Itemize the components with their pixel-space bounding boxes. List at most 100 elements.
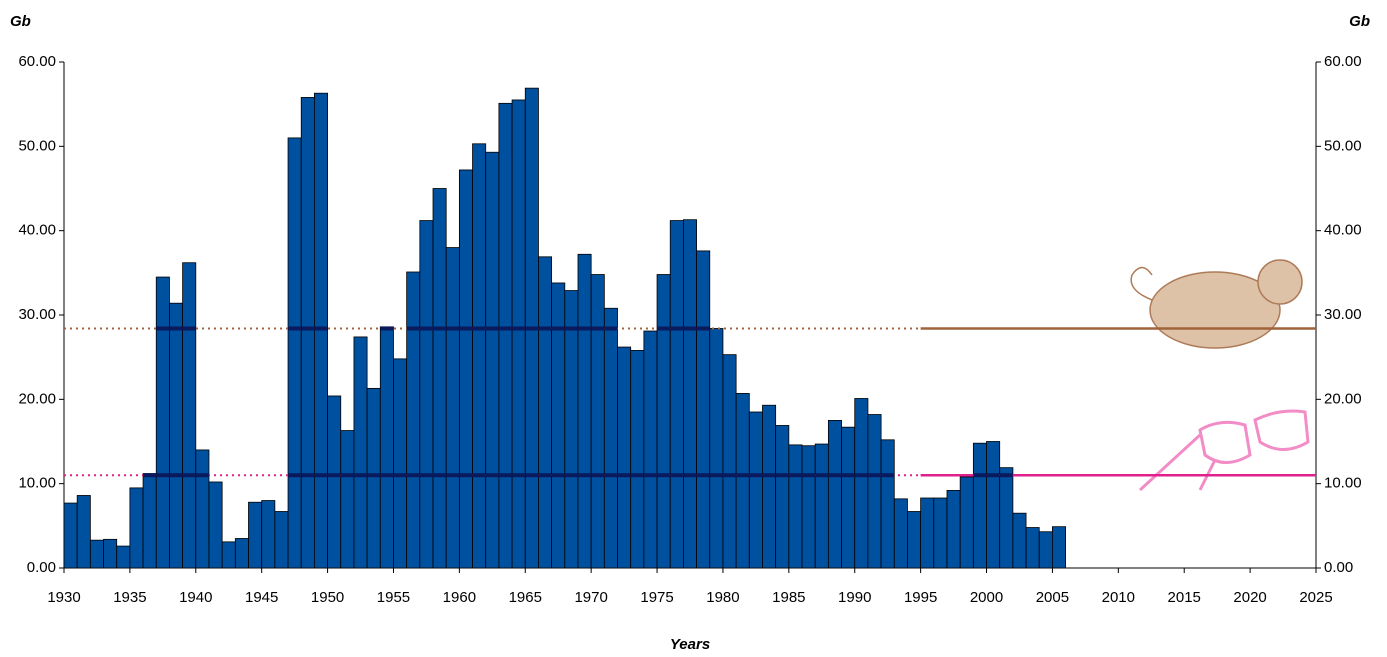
bar	[103, 538, 118, 569]
x-tick-label: 1960	[443, 589, 476, 606]
bar	[195, 449, 210, 569]
bar	[458, 169, 473, 569]
bar	[1052, 526, 1066, 569]
bar	[814, 443, 829, 569]
bar	[946, 490, 961, 569]
bar	[709, 328, 724, 569]
bar	[603, 307, 618, 569]
bar	[76, 495, 91, 569]
bar	[656, 274, 671, 569]
y2-tick-label: 60.00	[1324, 53, 1362, 70]
y2-tick-label: 30.00	[1324, 306, 1362, 323]
bar	[248, 501, 263, 569]
bar	[393, 358, 408, 569]
bar	[538, 256, 553, 569]
x-tick-label: 1945	[245, 589, 278, 606]
bar	[801, 445, 816, 569]
bar	[366, 387, 381, 569]
x-tick-label: 1930	[47, 589, 80, 606]
x-tick-label: 2015	[1168, 589, 1201, 606]
x-tick-label: 2005	[1036, 589, 1069, 606]
x-tick-label: 1980	[706, 589, 739, 606]
y-tick-label: 50.00	[18, 137, 56, 154]
bar	[986, 441, 1001, 569]
bar	[498, 102, 513, 569]
y-tick-label: 20.00	[18, 390, 56, 407]
y2-tick-label: 50.00	[1324, 137, 1362, 154]
bar	[880, 439, 895, 569]
x-axis-title: Years	[670, 636, 710, 653]
x-tick-label: 1975	[640, 589, 673, 606]
bar	[867, 414, 882, 569]
x-tick-label: 2025	[1299, 589, 1332, 606]
bar	[577, 253, 592, 569]
bar	[683, 219, 697, 569]
y2-axis-title: Gb	[1349, 13, 1370, 30]
bar	[551, 282, 566, 569]
y-axis-title: Gb	[10, 13, 31, 30]
x-tick-label: 2010	[1102, 589, 1135, 606]
bar	[893, 498, 908, 569]
bar	[854, 398, 869, 569]
bar	[340, 430, 355, 569]
bar	[155, 276, 170, 569]
bar	[762, 404, 777, 569]
bar	[327, 395, 342, 569]
bar	[999, 467, 1014, 569]
bar	[617, 346, 632, 569]
bar	[419, 220, 434, 569]
bar	[669, 220, 684, 569]
bar	[261, 500, 276, 569]
bar	[735, 393, 750, 569]
x-tick-label: 1940	[179, 589, 212, 606]
bar	[564, 290, 579, 569]
bar	[748, 411, 763, 569]
bar	[287, 137, 302, 569]
x-tick-label: 1995	[904, 589, 937, 606]
bar	[959, 476, 974, 569]
bar	[775, 425, 790, 569]
y2-tick-label: 20.00	[1324, 390, 1362, 407]
y-tick-label: 0.00	[27, 559, 56, 576]
y2-tick-label: 40.00	[1324, 222, 1362, 239]
x-tick-label: 1935	[113, 589, 146, 606]
bar	[169, 302, 184, 569]
x-tick-label: 1950	[311, 589, 344, 606]
bar	[472, 143, 487, 569]
sunglasses-illustration	[1138, 409, 1310, 492]
bar	[300, 97, 315, 569]
x-tick-label: 1955	[377, 589, 410, 606]
bar	[353, 336, 368, 569]
x-tick-label: 1965	[509, 589, 542, 606]
x-tick-label: 1985	[772, 589, 805, 606]
bar	[920, 497, 935, 569]
x-tick-label: 1990	[838, 589, 871, 606]
bar	[827, 420, 842, 569]
bar	[89, 539, 104, 569]
y2-tick-label: 0.00	[1324, 559, 1353, 576]
bar	[907, 511, 922, 569]
x-tick-label: 2020	[1233, 589, 1266, 606]
bar	[379, 326, 394, 569]
bar	[445, 247, 460, 569]
bar	[432, 188, 447, 569]
bar	[234, 538, 249, 569]
bar	[590, 274, 605, 569]
bar	[63, 502, 78, 569]
bar	[182, 262, 197, 569]
bar	[511, 99, 526, 569]
x-tick-label: 2000	[970, 589, 1003, 606]
bar	[1012, 512, 1027, 569]
bar	[208, 481, 223, 569]
bar	[643, 330, 658, 569]
bar	[406, 271, 421, 569]
bar	[142, 473, 157, 569]
bar	[788, 444, 803, 569]
y2-tick-label: 10.00	[1324, 475, 1362, 492]
bar	[129, 487, 144, 569]
y-tick-label: 60.00	[18, 53, 56, 70]
bar	[972, 442, 987, 569]
bar	[1025, 527, 1040, 569]
bar	[1038, 531, 1053, 569]
